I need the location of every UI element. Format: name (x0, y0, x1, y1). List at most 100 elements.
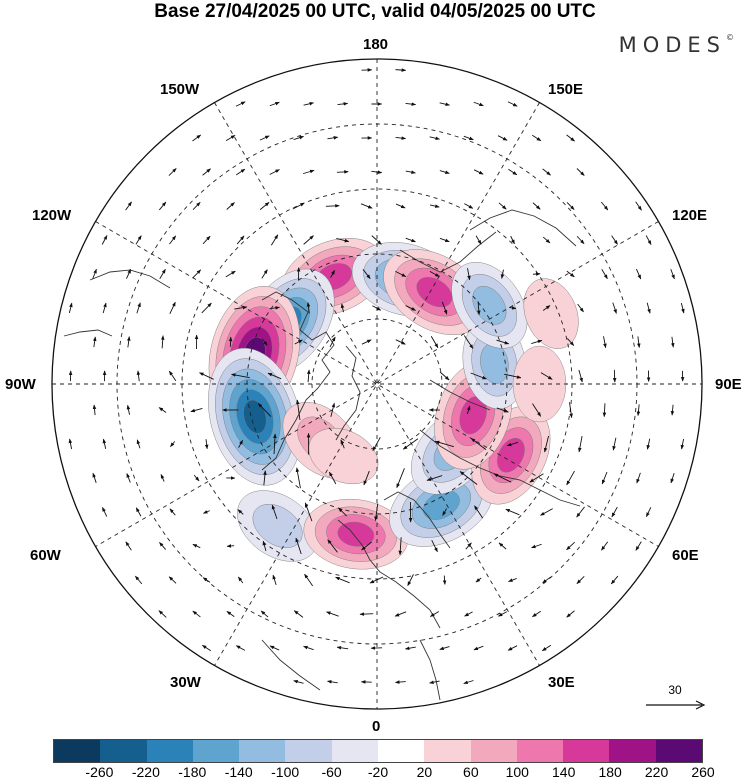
wind-arrow (429, 611, 440, 617)
wind-arrow (303, 645, 314, 651)
wind-arrow (576, 235, 585, 245)
colorbar-segment (563, 740, 610, 762)
wind-arrow (192, 202, 201, 210)
wind-arrow (306, 369, 311, 383)
wind-arrow (475, 577, 482, 583)
wind-arrow (576, 576, 585, 584)
wind-arrow (359, 612, 374, 616)
wind-arrow (645, 507, 652, 518)
wind-arrow (467, 268, 471, 281)
wind-arrow (303, 235, 314, 245)
wind-arrow (498, 202, 507, 210)
vector-scale-value: 30 (668, 683, 682, 697)
wind-arrow (569, 402, 573, 419)
wind-arrow (259, 202, 270, 210)
wind-arrow (429, 271, 440, 277)
wind-arrow (369, 576, 384, 584)
wind-arrow (336, 170, 349, 174)
wind-arrow (160, 335, 165, 349)
wind-arrow (473, 169, 484, 175)
wind-arrow (407, 574, 414, 587)
wind-arrow (470, 372, 487, 380)
wind-arrow (238, 439, 244, 448)
wind-arrow (429, 204, 440, 208)
wind-arrow (466, 405, 471, 415)
wind-arrow (126, 336, 131, 348)
colorbar-tick-label: -140 (224, 764, 253, 780)
wind-arrow (328, 471, 337, 485)
lon-label-60w: 60W (30, 547, 61, 564)
wind-arrow (510, 235, 515, 245)
wind-arrow (635, 541, 642, 551)
colorbar-segment (424, 740, 471, 762)
wind-arrow (398, 537, 403, 556)
wind-arrow (225, 134, 236, 142)
wind-arrow (92, 404, 97, 416)
wind-arrow (136, 302, 141, 314)
wind-arrow (269, 645, 280, 651)
wind-arrow (395, 203, 406, 209)
wind-arrow (168, 370, 177, 382)
wind-arrow (295, 467, 301, 489)
wind-arrow (231, 373, 250, 379)
wind-arrow (464, 611, 473, 617)
wind-arrow (532, 610, 541, 618)
wind-arrow (270, 234, 279, 246)
wind-arrow (612, 437, 617, 451)
colorbar-segment (609, 740, 656, 762)
colorbar-tick-label: 220 (644, 764, 669, 780)
wind-arrow (439, 170, 450, 174)
wind-arrow (396, 468, 405, 489)
wind-arrow (508, 168, 518, 176)
wind-arrow (226, 202, 235, 210)
wind-arrow (159, 268, 166, 279)
lon-label-90w: 90W (5, 376, 36, 393)
wind-arrow (395, 339, 406, 345)
wind-arrow (429, 680, 440, 684)
wind-arrow (261, 269, 268, 279)
wind-arrow (327, 539, 338, 553)
wind-arrow (500, 269, 505, 279)
lon-label-90e: 90E (715, 376, 742, 393)
wind-arrow (304, 573, 314, 587)
wind-arrow (602, 403, 607, 418)
colorbar-tick-label: 140 (552, 764, 576, 780)
wind-arrow (306, 302, 311, 314)
wind-arrow (326, 611, 339, 617)
wind-arrow (190, 407, 203, 413)
wind-arrow (474, 505, 484, 519)
wind-arrow (272, 574, 277, 586)
wind-arrow (202, 168, 211, 176)
wind-arrow (566, 470, 575, 486)
wind-arrow (340, 439, 345, 449)
brand-logo: MODES© (619, 33, 734, 57)
wind-arrow (670, 336, 675, 348)
wind-arrow (135, 507, 142, 517)
wind-arrow (102, 302, 107, 314)
wind-arrow (226, 610, 235, 618)
wind-arrow (192, 269, 201, 279)
wind-arrow (429, 136, 440, 140)
wind-arrow (202, 235, 211, 245)
wind-arrow (269, 306, 280, 310)
colorbar-segment (470, 740, 517, 762)
wind-arrow (603, 336, 607, 349)
wind-arrow (405, 305, 416, 311)
wind-arrow (566, 202, 575, 210)
wind-arrow (680, 302, 685, 314)
lon-label-120e: 120E (672, 207, 708, 224)
colorbar-tick-label: -20 (367, 764, 389, 780)
wind-vectors (68, 68, 685, 685)
colorbar-segment (285, 740, 332, 762)
wind-arrow (125, 541, 132, 551)
wind-arrow (336, 645, 349, 650)
wind-arrow (235, 645, 246, 651)
wind-arrow (475, 235, 482, 245)
brand-name: MODES (618, 33, 726, 57)
wind-arrow (601, 269, 608, 280)
wind-arrow (362, 269, 371, 280)
wind-arrow (361, 541, 372, 551)
wind-arrow (496, 407, 509, 413)
wind-arrow (637, 336, 641, 349)
wind-arrow (158, 407, 167, 413)
